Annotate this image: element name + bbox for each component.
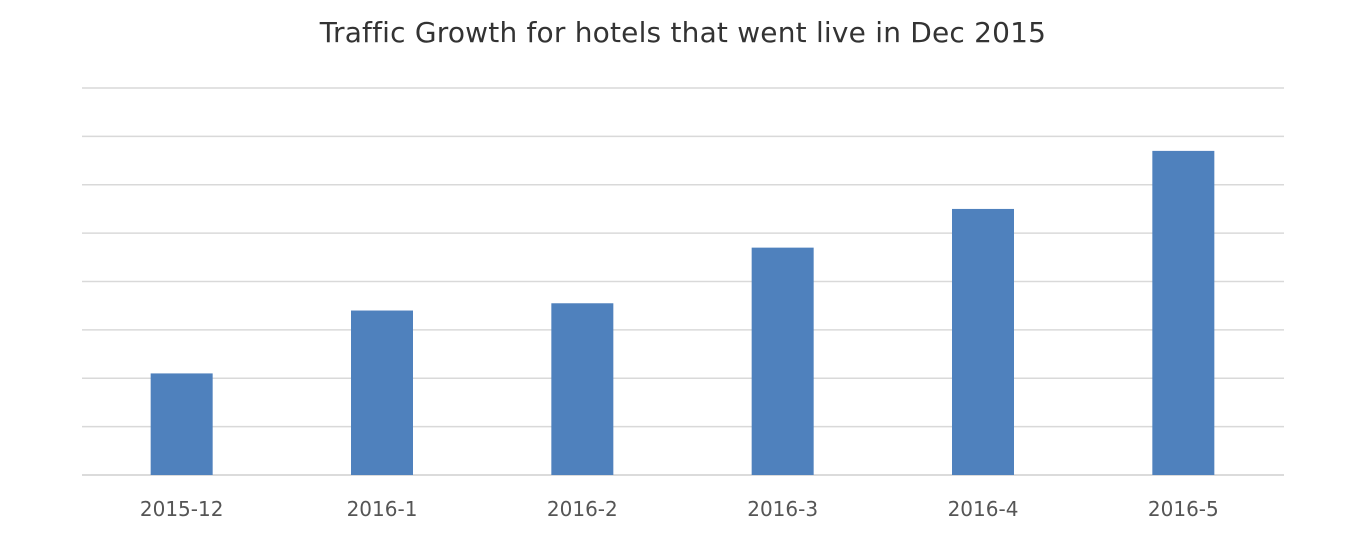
bar-2016-4 [952,208,1014,475]
bars [150,150,1215,475]
x-tick-label: 2016-2 [547,497,618,521]
bar-2016-3 [751,247,814,475]
gridlines [82,87,1284,476]
bar-2016-2 [551,303,614,475]
x-tick-label: 2015-12 [140,497,224,521]
bar-2015-12 [150,373,213,475]
x-tick-label: 2016-5 [1148,497,1219,521]
chart-title: Traffic Growth for hotels that went live… [319,16,1047,49]
x-tick-label: 2016-4 [948,497,1019,521]
x-tick-labels: 2015-12 2016-1 2016-2 2016-3 2016-4 2016-5 [140,497,1219,521]
bar-2016-5 [1152,150,1215,475]
bar-2016-1 [351,310,413,475]
x-tick-label: 2016-3 [747,497,818,521]
x-tick-label: 2016-1 [347,497,418,521]
